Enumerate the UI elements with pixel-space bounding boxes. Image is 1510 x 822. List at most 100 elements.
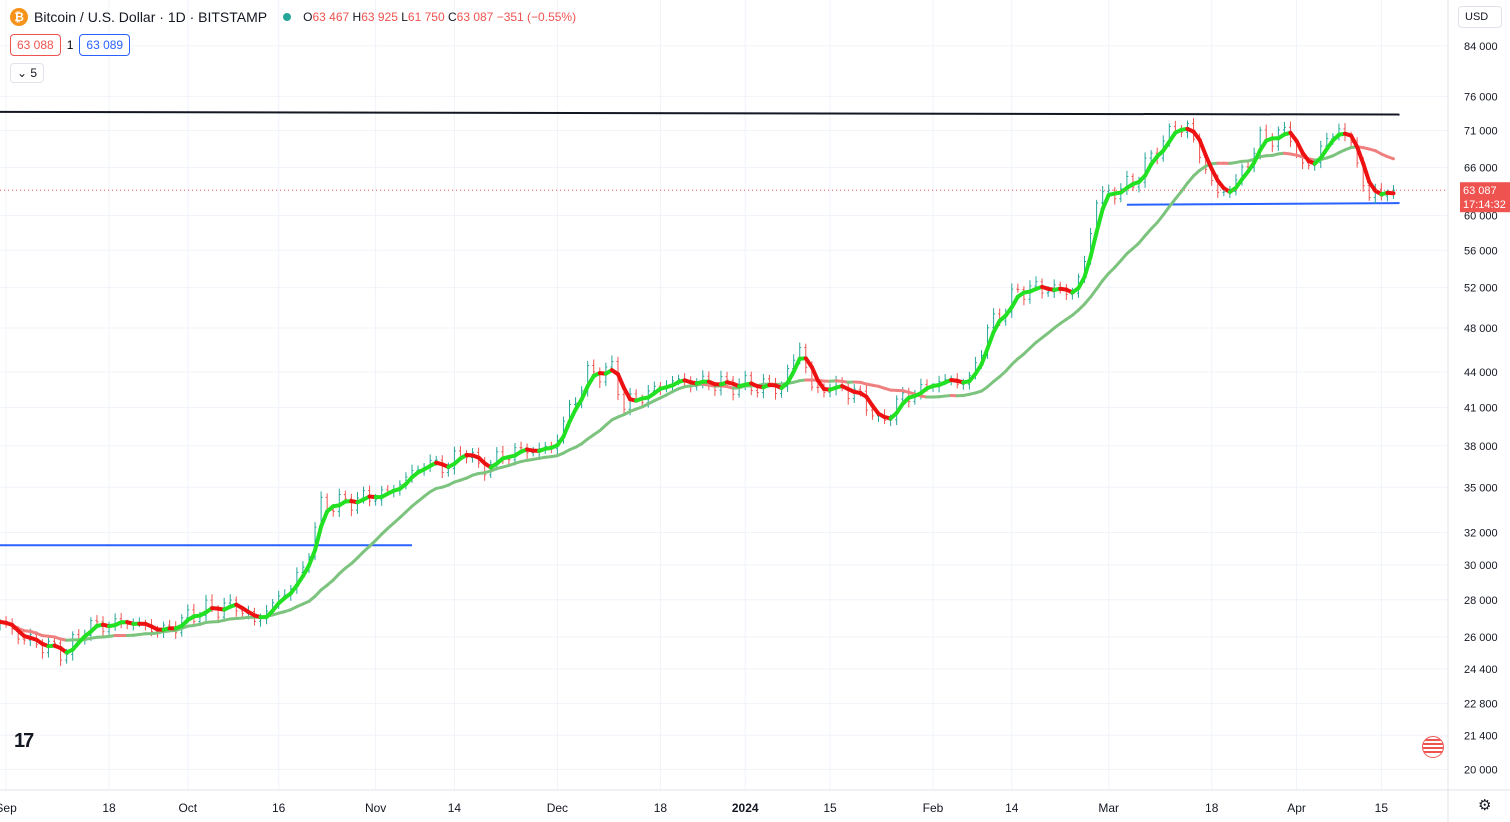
slow-ma-segment [1089,287,1099,299]
fast-ma-segment [1197,137,1208,158]
indicator-toggle[interactable]: ⌄ 5 [10,63,45,83]
fast-ma-segment [579,384,590,402]
price-tick-label: 56 000 [1464,245,1498,257]
price-tick-label: 28 000 [1464,595,1498,607]
low-value: 61 750 [407,10,445,24]
time-tick-label: Sep [0,801,17,815]
fast-ma-segment [1143,162,1154,178]
time-tick-label: Dec [547,801,568,815]
bitcoin-icon: ₿ [10,8,28,26]
price-tick-label: 66 000 [1464,162,1498,174]
time-tick-label: Oct [178,801,197,815]
fast-ma-segment [1082,254,1093,280]
slow-ma-segment [1167,197,1177,209]
currency-button[interactable]: USD [1458,6,1502,28]
fast-ma-segment [1355,144,1366,166]
slow-ma-segment [1385,155,1395,161]
slow-ma-segment [1113,259,1123,269]
fast-ma-segment [1252,148,1263,165]
ohlc-values: O63 467 H63 925 L61 750 C63 087 −351 (−0… [303,10,576,24]
fast-ma-segment [313,524,324,553]
time-tick-label: 15 [1375,801,1389,815]
fast-ma-segment [1009,294,1020,310]
fast-ma-segment [1209,167,1220,183]
grid [0,0,1448,790]
price-tick-label: 20 000 [1464,764,1498,776]
chevron-down-icon: ⌄ [17,66,28,80]
chart-header: ₿ Bitcoin / U.S. Dollar · 1D · BITSTAMP … [10,6,576,28]
price-tick-label: 44 000 [1464,367,1498,379]
slow-ma-segment [1137,234,1147,245]
time-tick-label: Nov [365,801,386,815]
last-price: 63 087 17:14:32 [0,182,1510,213]
time-tick-label: 15 [823,801,837,815]
time-tick-label: 18 [654,801,668,815]
tradingview-logo-icon[interactable]: 17 [14,730,34,752]
slow-ma-segment [1155,213,1165,225]
price-tick-label: 52 000 [1464,283,1498,295]
time-tick-label: 18 [1205,801,1219,815]
quote-panel: 63 088 1 63 089 [10,34,131,56]
slow-ma-segment [1161,205,1171,217]
price-tick-label: 84 000 [1464,41,1498,53]
time-tick-label: 16 [272,801,286,815]
fast-ma-segment [1203,153,1214,172]
fast-ma-segment [785,369,796,385]
price-tick-label: 35 000 [1464,482,1498,494]
slow-ma-segment [1173,189,1183,201]
fast-ma-segment [567,407,578,424]
close-label: C [447,10,457,24]
slow-ma-segment [1004,362,1014,373]
change-value: −351 (−0.55%) [496,10,577,24]
slow-ma-segment [1101,271,1111,282]
time-tick-label: Mar [1098,801,1119,815]
fast-ma-segment [1094,207,1105,235]
sell-button[interactable]: 63 088 [10,34,61,56]
slow-ma-segment [1179,181,1189,193]
fast-ma-segment [561,419,572,439]
price-tick-label: 26 000 [1464,632,1498,644]
high-value: 63 925 [361,10,398,24]
settings-gear-icon[interactable]: ⚙ [1478,797,1492,814]
price-axis[interactable]: 84 000 76 000 71 000 66 000 60 000 56 000 52 0… [1447,0,1498,822]
fast-ma-segment [1100,192,1111,212]
fast-ma-segment [622,386,633,402]
fast-ma-segment [615,372,627,391]
fast-ma-segment [791,356,802,374]
low-label: L [401,10,408,24]
horizontal-line [0,110,1400,116]
last-price-value: 63 087 [1463,185,1497,197]
market-status-icon [283,13,292,21]
fast-ma-segment [985,330,996,351]
fast-ma-segment [1088,230,1099,259]
price-tick-label: 60 000 [1464,211,1498,223]
time-tick-label: 2024 [732,801,759,815]
price-tick-label: 22 800 [1464,698,1498,710]
time-axis[interactable]: Sep 18 Oct 16 Nov 14 Dec 18 2024 15 Feb 14 Mar 18 Apr 1… [0,789,1510,815]
bar-countdown: 17:14:32 [1463,199,1506,211]
last-price-badge [1460,182,1510,213]
time-tick-label: Feb [923,801,944,815]
close-value: 63 087 [456,10,494,24]
price-tick-label: 21 400 [1464,730,1498,742]
buy-button[interactable]: 63 089 [79,34,131,56]
fast-ma-segment [979,346,990,367]
slow-ma-segment [1082,295,1093,306]
price-tick-label: 24 400 [1464,664,1498,676]
symbol-title[interactable]: Bitcoin / U.S. Dollar · 1D · BITSTAMP [34,9,268,25]
fast-ma-segment [306,548,318,568]
price-tick-label: 76 000 [1464,91,1498,103]
fast-ma-segment [1294,138,1305,155]
fast-ma-segment [809,365,820,383]
slow-ma-segment [1143,227,1153,238]
slow-ma-segment [1119,252,1129,263]
price-tick-label: 38 000 [1464,441,1498,453]
open-label: O [303,10,313,24]
fast-ma-segment [1349,133,1360,149]
price-tick-label: 71 000 [1464,126,1498,138]
fast-ma-segment [319,509,330,529]
us-flag-icon[interactable] [1422,736,1444,758]
price-tick-label: 32 000 [1464,527,1498,539]
time-tick-label: 14 [448,801,462,815]
